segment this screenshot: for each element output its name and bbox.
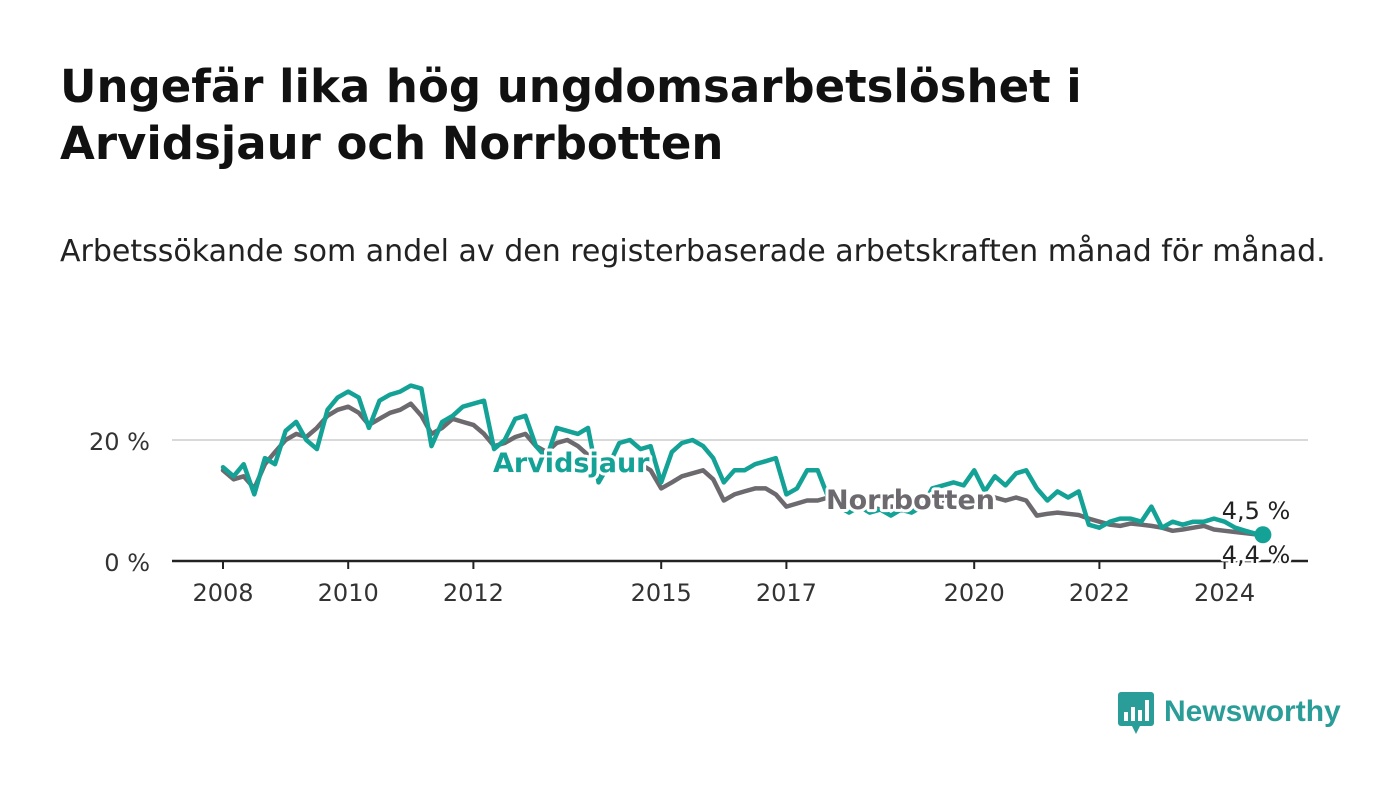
x-tick-label: 2020	[944, 579, 1005, 607]
series-line-arvidsjaur	[220, 383, 1259, 537]
newsworthy-logo-icon	[1118, 692, 1154, 734]
x-tick-label: 2024	[1194, 579, 1255, 607]
brand-name: Newsworthy	[1164, 695, 1341, 728]
brand-logo: Newsworthy	[1118, 690, 1341, 734]
x-tick-label: 2012	[443, 579, 504, 607]
x-tick-label: 2017	[756, 579, 817, 607]
series-label-norrbotten: Norrbotten	[826, 485, 995, 516]
x-tick-label: 2015	[631, 579, 692, 607]
x-tick-label: 2008	[192, 579, 253, 607]
end-point-marker	[1254, 526, 1272, 544]
end-value-label-norrbotten: 4,4 %	[1222, 541, 1291, 569]
x-tick-label: 2010	[318, 579, 379, 607]
x-tick-label: 2022	[1069, 579, 1130, 607]
chart-subtitle: Arbetssökande som andel av den registerb…	[60, 234, 1326, 269]
end-value-label-arvidsjaur: 4,5 %	[1222, 497, 1291, 525]
series-label-arvidsjaur: Arvidsjaur	[493, 448, 650, 479]
y-tick-label: 20 %	[89, 428, 150, 456]
chart-title: Ungefär lika hög ungdomsarbetslöshet i A…	[60, 60, 1082, 170]
y-tick-label: 0 %	[104, 549, 150, 577]
series-line-norrbotten	[220, 401, 1259, 537]
